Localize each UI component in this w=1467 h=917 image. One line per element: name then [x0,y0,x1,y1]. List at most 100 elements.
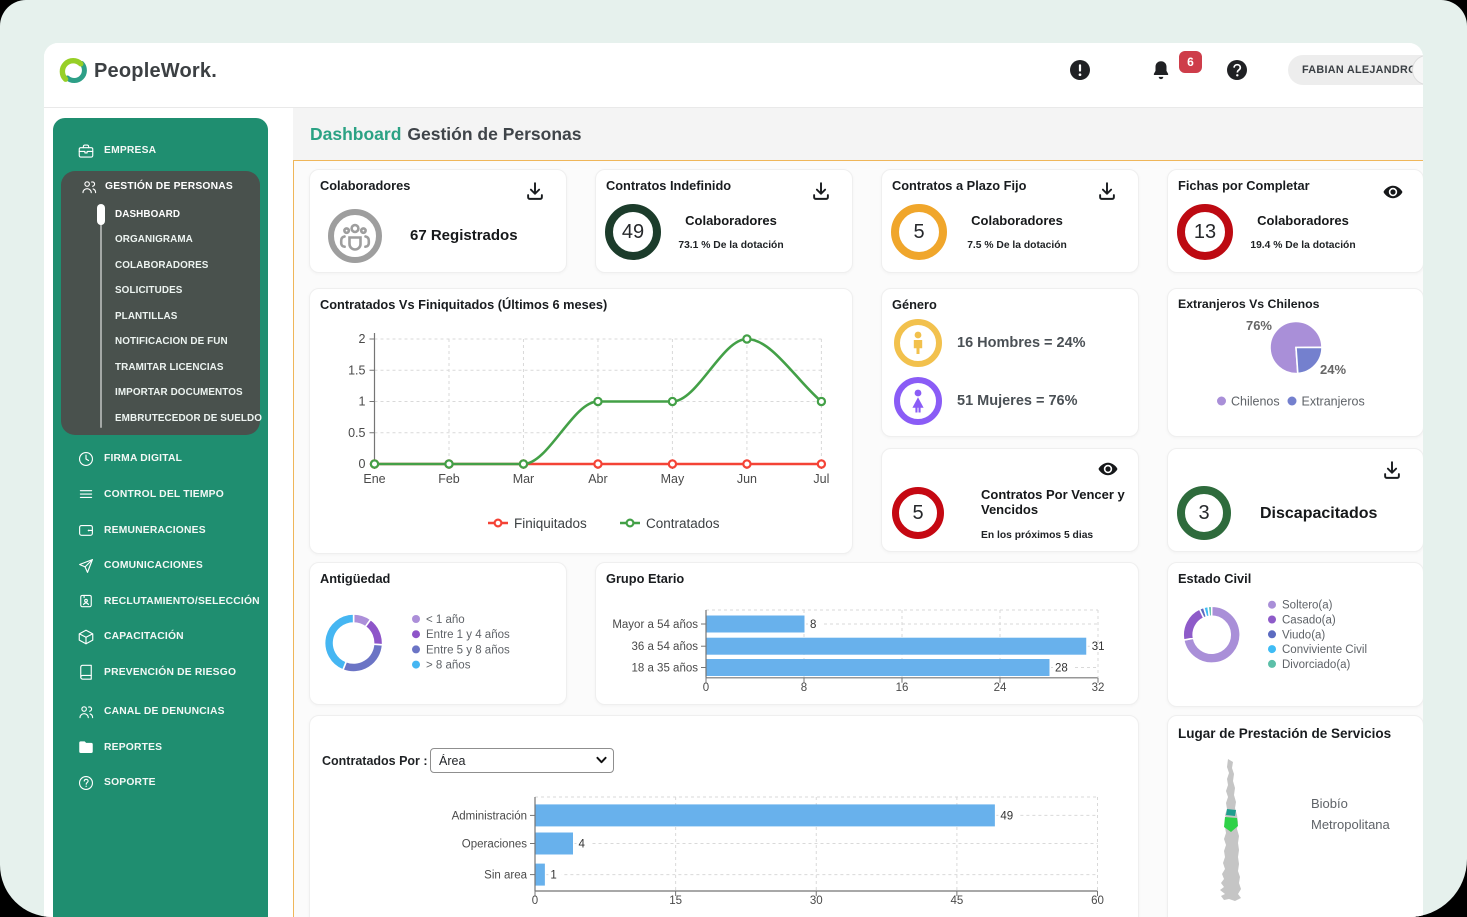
svg-text:1: 1 [550,870,556,882]
sidebar-subitem-importar-documentos[interactable]: IMPORTAR DOCUMENTOS [61,380,260,406]
card-grupo-etario: Grupo Etario 0 8 16 24 32 Mayor a 54 años 8 36 … [595,562,1139,705]
sidebar-subitem-embrutecedor-de-sueldo[interactable]: EMBRUTECEDOR DE SUELDO [61,406,262,432]
svg-text:1.5: 1.5 [348,363,365,377]
sidebar-icon-wrap [77,450,95,468]
svg-text:> 8 años: > 8 años [426,660,471,672]
sidebar-subitem-dashboard[interactable]: DASHBOARD [61,202,260,228]
help-icon[interactable] [1226,59,1248,81]
sidebar-item-control-del-tiempo[interactable]: CONTROL DEL TIEMPO [53,477,268,513]
sidebar-icon-wrap [77,557,95,575]
logo[interactable]: PeopleWork. [58,55,217,87]
female-icon [894,377,942,425]
svg-text:Abr: Abr [588,472,607,486]
pie-chart: 76% 24% Chilenos Extranjeros [1217,318,1365,409]
sidebar-icon-wrap [77,521,95,539]
card-genero: Género 16 Hombres = 24% [881,288,1139,437]
sidebar-item-empresa[interactable]: EMPRESA [53,133,268,169]
sidebar-subitem-organigrama[interactable]: ORGANIGRAMA [61,227,260,253]
download-icon[interactable] [810,180,834,204]
sidebar-item-reportes[interactable]: REPORTES [53,729,268,765]
sidebar-subitem-solicitudes[interactable]: SOLICITUDES [61,278,260,304]
kpi-ring: 3 [1177,486,1231,540]
sidebar-subitem-label: DASHBOARD [115,208,181,220]
card-antiguedad: Antigüedad < 1 año Entre 1 y 4 años Entre … [309,562,567,705]
sidebar-icon-wrap [77,485,95,503]
sidebar-item-remuneraciones[interactable]: REMUNERACIONES [53,512,268,548]
sidebar-item-label: REPORTES [104,741,163,753]
kpi-label: Discapacitados [1260,505,1378,522]
wallet-icon [79,525,93,536]
map-region-green[interactable] [1224,817,1238,832]
sidebar-item-label: GESTIÓN DE PERSONAS [105,181,233,193]
sidebar-item-firma-digital[interactable]: FIRMA DIGITAL [53,441,268,477]
card-title: Contratos a Plazo Fijo [892,178,1027,193]
sidebar-item-label: CONTROL DEL TIEMPO [104,488,224,500]
map-label-biobio: Biobío [1311,796,1348,811]
svg-text:0: 0 [532,895,538,907]
svg-text:Chilenos: Chilenos [1231,395,1280,409]
sidebar-subitem-label: PLANTILLAS [115,310,178,322]
svg-text:24: 24 [994,682,1007,694]
sidebar-icon-wrap [80,178,98,196]
sidebar-item-reclutamiento-seleccion[interactable]: RECLUTAMIENTO/SELECCIÓN [53,583,268,619]
eye-icon[interactable] [1381,180,1405,204]
gender-row-male: 16 Hombres = 24% [894,319,1086,367]
page-title-accent: Dashboard [310,123,402,144]
sidebar-group-gestion-de-personas: GESTIÓN DE PERSONAS DASHBOARD ORGANIGRAMA C… [61,170,262,436]
download-icon[interactable] [1096,180,1120,204]
dashboard-content: Colaboradores 67 Registrados [293,160,1423,917]
sidebar-item-gestion-de-personas[interactable]: GESTIÓN DE PERSONAS [61,172,260,202]
sidebar-item-comunicaciones[interactable]: COMUNICACIONES [53,548,268,584]
sidebar-item-label: EMPRESA [104,145,157,157]
kpi-text: Colaboradores 19.4 % De la dotación [1250,213,1356,251]
folder-icon [79,741,93,754]
chart-title: Estado Civil [1178,571,1252,586]
svg-text:8: 8 [801,682,807,694]
svg-text:Mayor a 54 años: Mayor a 54 años [612,619,698,631]
svg-text:76%: 76% [1246,318,1272,333]
svg-text:May: May [661,472,685,486]
page-title: Gestión de Personas [407,123,582,144]
kpi-ring: 49 [605,204,661,260]
download-icon[interactable] [1381,459,1405,483]
bar-chart-contratados-por: 0 15 30 45 60 Administración 49 Operaciones 4 Sin… [452,796,1104,907]
svg-text:Administración: Administración [452,810,527,822]
svg-text:2: 2 [359,332,366,346]
donut-chart-estado-civil: Soltero(a) Casado(a) Viudo(a) Conviviente C… [1182,600,1367,671]
eye-icon[interactable] [1096,457,1120,481]
svg-text:18 a 35 años: 18 a 35 años [631,663,698,675]
card-fichas-por-completar: Fichas por Completar 13 Colaboradores 19… [1167,169,1423,273]
sidebar-subitem-label: ORGANIGRAMA [115,234,193,246]
contratados-por-select[interactable]: Área [430,748,614,773]
sidebar-icon-wrap [77,774,95,792]
sidebar-item-canal-de-denuncias[interactable]: CANAL DE DENUNCIAS [53,694,268,730]
svg-text:8: 8 [810,619,816,631]
sidebar-subitem-colaboradores[interactable]: COLABORADORES [61,253,260,279]
kpi-ring: 5 [892,487,944,539]
sidebar-subitem-notificacion-de-fun[interactable]: NOTIFICACION DE FUN [61,329,260,355]
card-title: Lugar de Prestación de Servicios [1178,726,1392,741]
sidebar-item-prevencion-de-riesgo[interactable]: PREVENCIÓN DE RIESGO [53,655,268,691]
sidebar-item-capacitacion[interactable]: CAPACITACIÓN [53,619,268,655]
svg-text:Entre 1 y 4 años: Entre 1 y 4 años [426,629,510,641]
svg-text:49: 49 [1000,810,1013,822]
svg-text:Extranjeros: Extranjeros [1302,395,1365,409]
user-menu[interactable]: FABIAN ALEJANDRO [1288,55,1423,85]
svg-text:Feb: Feb [438,472,460,486]
card-title: Fichas por Completar [1178,178,1310,193]
svg-text:28: 28 [1055,663,1068,675]
svg-text:Entre 5 y 8 años: Entre 5 y 8 años [426,644,510,656]
map-region-teal[interactable] [1226,809,1236,816]
download-icon[interactable] [524,180,548,204]
bell-icon[interactable] [1150,59,1172,81]
alert-icon[interactable] [1069,59,1091,81]
notification-badge[interactable]: 6 [1179,51,1202,73]
male-icon [894,319,942,367]
card-extranjeros-chilenos: Extranjeros Vs Chilenos 76% 24% Chilenos Ex… [1167,288,1423,437]
sidebar-subitem-plantillas[interactable]: PLANTILLAS [61,304,260,330]
donut-chart-antiguedad: < 1 año Entre 1 y 4 años Entre 5 y 8 años >… [323,613,510,673]
sidebar-item-label: CANAL DE DENUNCIAS [104,706,225,718]
sidebar-subitem-tramitar-licencias[interactable]: TRAMITAR LICENCIAS [61,355,260,381]
sidebar-item-soporte[interactable]: SOPORTE [53,765,268,801]
sidebar-icon-wrap [77,663,95,681]
